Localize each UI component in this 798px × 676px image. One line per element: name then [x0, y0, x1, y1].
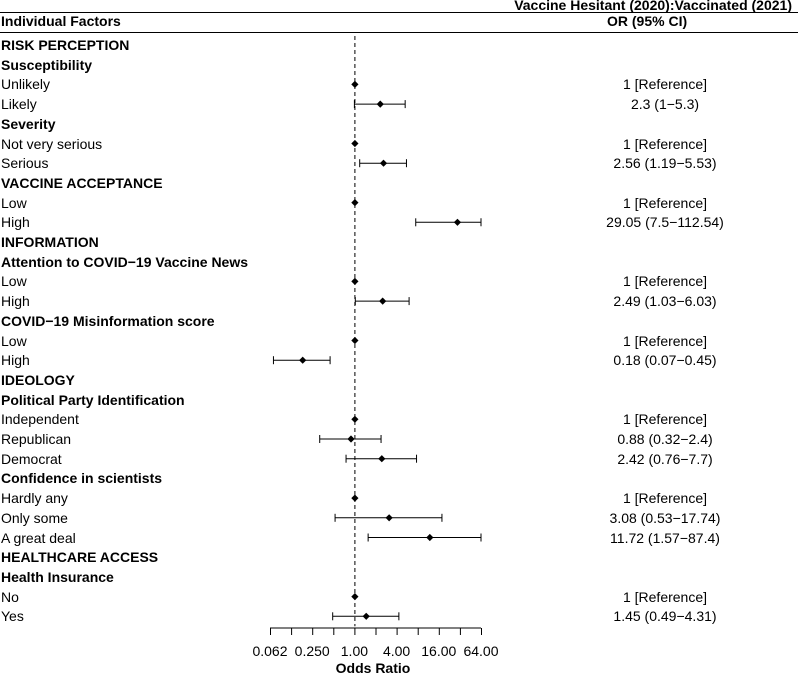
group-heading: Severity	[1, 115, 56, 132]
row-label: Republican	[1, 431, 72, 447]
row-label: No	[1, 588, 19, 605]
estimate-text: 1 [Reference]	[622, 135, 708, 152]
x-tick-label: 16.00	[421, 643, 457, 659]
row-label: Serious	[1, 155, 49, 172]
point-estimate	[351, 80, 359, 88]
estimate-text: 0.88 (0.32−2.4)	[617, 431, 713, 447]
right-column-header: OR (95% CI)	[607, 13, 688, 29]
estimate-text: 29.05 (7.5−112.54)	[606, 214, 724, 231]
point-estimate	[362, 612, 370, 620]
x-axis-label: Odds Ratio	[335, 660, 411, 676]
point-estimate	[385, 514, 393, 522]
left-column-header: Individual Factors	[1, 13, 121, 29]
row-label: High	[1, 352, 30, 369]
estimate-text: 3.08 (0.53−17.74)	[609, 509, 721, 526]
estimate-text: 2.56 (1.19−5.53)	[613, 155, 717, 172]
estimate-text: 2.42 (0.76−7.7)	[617, 450, 713, 467]
row-label: Unlikely	[1, 76, 51, 93]
estimate-text: 1 [Reference]	[622, 588, 708, 605]
estimate-text: 1.45 (0.49−4.31)	[613, 608, 717, 625]
section-heading: INFORMATION	[1, 234, 99, 250]
x-tick-label: 64.00	[463, 643, 499, 659]
point-estimate	[347, 435, 355, 443]
point-estimate	[426, 533, 434, 542]
point-estimate	[379, 297, 387, 305]
point-estimate	[453, 218, 462, 226]
estimate-text: 0.18 (0.07−0.45)	[613, 352, 717, 369]
point-estimate	[376, 100, 384, 108]
row-label: Only some	[1, 509, 68, 526]
estimate-text: 1 [Reference]	[622, 332, 708, 349]
estimate-text: 1 [Reference]	[622, 490, 708, 507]
row-label: Low	[1, 194, 27, 211]
point-estimate	[351, 199, 359, 207]
group-heading: Susceptibility	[1, 56, 93, 73]
row-label: High	[1, 214, 30, 231]
point-estimate	[351, 593, 359, 601]
group-title: Vaccine Hesitant (2020):Vaccinated (2021…	[514, 0, 792, 13]
estimate-text: 1 [Reference]	[622, 194, 708, 211]
point-estimate	[351, 415, 359, 423]
point-estimate	[351, 277, 359, 285]
row-label: A great deal	[1, 529, 76, 546]
section-heading: HEALTHCARE ACCESS	[1, 549, 159, 566]
estimate-text: 2.3 (1−5.3)	[630, 96, 700, 113]
point-estimate	[351, 336, 359, 345]
group-heading: COVID−19 Misinformation score	[1, 312, 215, 329]
row-label: Not very serious	[1, 135, 103, 152]
estimate-text: 1 [Reference]	[622, 273, 708, 290]
row-label: Low	[1, 273, 27, 290]
point-estimate	[379, 159, 388, 167]
x-tick-label: 0.062	[252, 643, 288, 659]
group-heading: Confidence in scientists	[1, 470, 163, 487]
estimate-text: 11.72 (1.57−87.4)	[610, 529, 720, 546]
row-label: Independent	[1, 411, 79, 428]
row-label: Hardly any	[1, 490, 68, 507]
row-label: Democrat	[1, 450, 62, 467]
section-heading: VACCINE ACCEPTANCE	[1, 174, 163, 191]
estimate-text: 1 [Reference]	[622, 411, 708, 428]
row-label: Low	[1, 332, 27, 349]
point-estimate	[299, 356, 307, 364]
section-heading: RISK PERCEPTION	[1, 37, 130, 53]
section-heading: IDEOLOGY	[1, 371, 75, 388]
estimate-text: 1 [Reference]	[622, 76, 708, 93]
row-label: High	[1, 293, 30, 310]
group-heading: Political Party Identification	[1, 391, 185, 408]
point-estimate	[351, 139, 359, 148]
group-heading: Health Insurance	[1, 568, 114, 585]
x-tick-label: 0.250	[294, 643, 330, 659]
row-label: Likely	[1, 96, 37, 113]
x-tick-label: 4.00	[382, 643, 411, 659]
row-label: Yes	[1, 608, 24, 625]
x-tick-label: 1.00	[340, 643, 369, 659]
point-estimate	[378, 455, 386, 463]
estimate-text: 2.49 (1.03−6.03)	[613, 293, 717, 310]
group-heading: Attention to COVID−19 Vaccine News	[1, 253, 249, 270]
point-estimate	[351, 494, 359, 502]
